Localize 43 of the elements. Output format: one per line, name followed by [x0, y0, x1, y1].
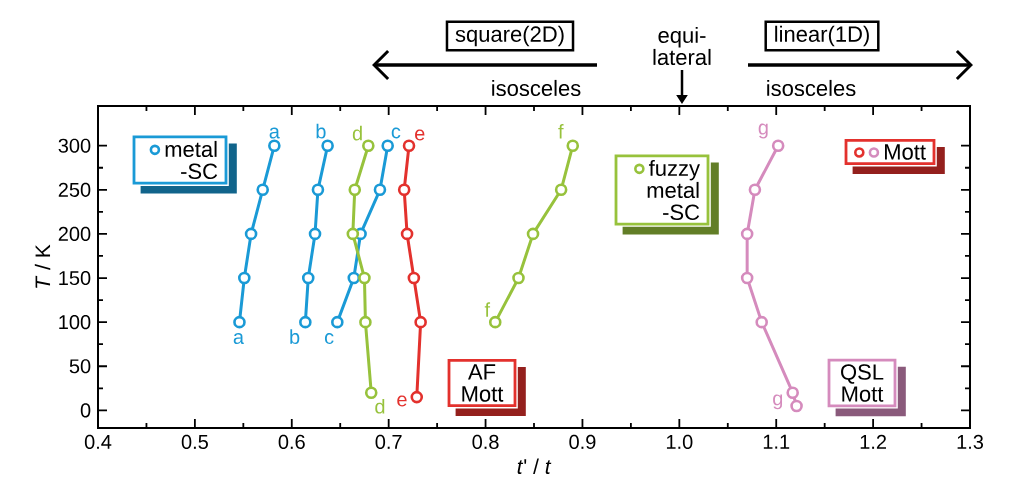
y-tick-label: 50	[69, 359, 91, 374]
y-tick-label: 0	[80, 403, 91, 418]
series-label: e	[415, 129, 425, 141]
text: isosceles	[492, 79, 581, 97]
text: f	[558, 124, 564, 139]
x-tick-label: 0.9	[569, 434, 596, 450]
annotation: AF Mott	[462, 364, 504, 402]
text: e	[397, 395, 407, 407]
annotation: Mott	[885, 144, 926, 160]
series-label: b	[316, 123, 326, 139]
x-tick-label: 1.2	[860, 434, 887, 449]
x-tick-label: 0.4	[84, 434, 112, 450]
series-label: f	[484, 302, 491, 317]
y-tick-label: 200	[58, 226, 91, 241]
y-tick-label: 300	[58, 138, 91, 153]
text: a	[233, 333, 245, 345]
text: square(2D)	[455, 25, 564, 47]
x-tick-label: 1.0	[666, 434, 693, 450]
x-tick-label: 0.8	[472, 434, 499, 450]
text: g	[758, 123, 768, 139]
x-tick-label: 1.3	[957, 434, 984, 450]
text: isosceles	[767, 79, 856, 97]
text: c	[324, 333, 334, 345]
annotation: metal -SC	[165, 140, 218, 180]
series-label: c	[391, 127, 401, 139]
x-tick-label: 0.6	[278, 434, 305, 450]
text: linear(1D)	[775, 25, 869, 47]
y-tick-label: 100	[59, 315, 91, 330]
series-label: g	[773, 394, 783, 410]
annotation: fuzzy metal -SC	[647, 159, 700, 221]
x-axis-title: t' / t	[517, 458, 552, 474]
series-label: d	[375, 398, 385, 414]
y-tick-label: 150	[59, 270, 91, 286]
x-tick-label: 0.7	[375, 434, 402, 450]
x-tick-label: 0.5	[181, 434, 208, 450]
text: d	[352, 125, 362, 141]
series-label: a	[269, 127, 280, 139]
y-axis-title: T / K	[34, 244, 51, 288]
y-tick-label: 250	[58, 182, 91, 197]
x-tick-label: 1.1	[763, 434, 790, 449]
text: b	[290, 329, 300, 345]
annotation: QSL Mott	[841, 364, 884, 402]
text: equi- lateral	[653, 26, 711, 66]
